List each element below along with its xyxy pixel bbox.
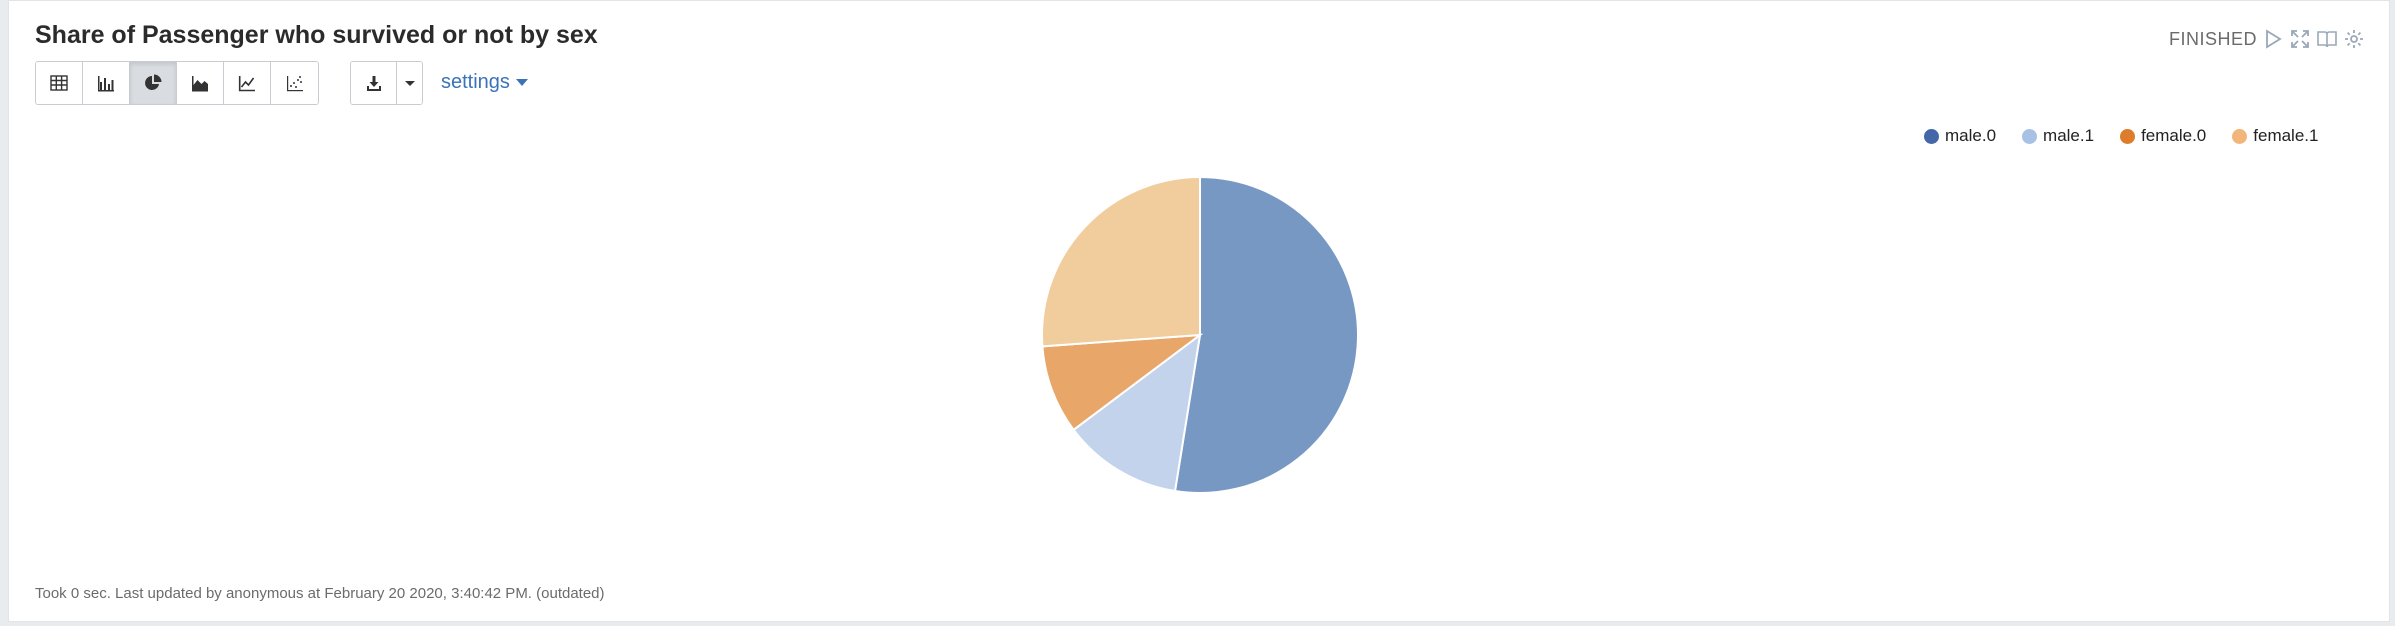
- pie-chart: [1041, 175, 1359, 494]
- fullscreen-icon[interactable]: [2289, 28, 2311, 50]
- legend-swatch: [2232, 128, 2248, 144]
- legend-swatch: [2022, 128, 2038, 144]
- legend-item[interactable]: female.1: [2232, 126, 2318, 146]
- legend-item[interactable]: female.0: [2120, 126, 2206, 146]
- area-chart-icon: [192, 76, 208, 92]
- legend-swatch: [1924, 128, 1939, 144]
- settings-dropdown[interactable]: settings: [441, 71, 528, 94]
- table-icon: [50, 75, 68, 91]
- pie-slice-male-1[interactable]: [1072, 332, 1202, 493]
- pie-slice-female-1[interactable]: [1041, 175, 1201, 348]
- status-label: FINISHED: [2169, 29, 2258, 49]
- scatter-chart-icon: [286, 76, 303, 92]
- legend-label: male.0: [1945, 126, 1997, 145]
- pie-slice-male-0[interactable]: [1173, 175, 1359, 494]
- legend-item[interactable]: male.1: [2022, 126, 2094, 146]
- pie-slice-female-0[interactable]: [1041, 333, 1204, 432]
- settings-label: settings: [441, 71, 510, 93]
- scatter-chart-button[interactable]: [271, 62, 318, 104]
- table-view-button[interactable]: [36, 62, 83, 104]
- area-chart-button[interactable]: [177, 62, 224, 104]
- run-icon[interactable]: [2262, 28, 2284, 50]
- legend-label: female.1: [2253, 126, 2319, 145]
- download-options-button[interactable]: [397, 62, 422, 104]
- legend-item[interactable]: male.0: [1924, 126, 1996, 146]
- line-chart-icon: [238, 76, 255, 92]
- line-chart-button[interactable]: [224, 62, 271, 104]
- gear-icon[interactable]: [2343, 28, 2365, 50]
- caret-down-icon: [515, 79, 528, 86]
- caret-down-icon: [404, 81, 415, 86]
- pie-chart-button[interactable]: [130, 62, 177, 104]
- bar-chart-icon: [98, 76, 114, 92]
- legend-swatch: [2120, 128, 2136, 144]
- book-icon[interactable]: [2316, 28, 2338, 50]
- legend-label: male.1: [2043, 126, 2095, 145]
- view-type-toolbar: [35, 61, 319, 105]
- pie-chart-icon: [145, 74, 162, 90]
- chart-legend: male.0 male.1 female.0 female.1: [1924, 126, 2318, 146]
- legend-label: female.0: [2141, 126, 2207, 145]
- paragraph-title: Share of Passenger who survived or not b…: [35, 21, 598, 49]
- bar-chart-button[interactable]: [83, 62, 130, 104]
- download-icon: [366, 76, 381, 91]
- download-button[interactable]: [351, 62, 397, 104]
- download-toolbar: [350, 61, 423, 105]
- paragraph-footer: Took 0 sec. Last updated by anonymous at…: [35, 585, 605, 602]
- paragraph-panel: Share of Passenger who survived or not b…: [8, 0, 2390, 622]
